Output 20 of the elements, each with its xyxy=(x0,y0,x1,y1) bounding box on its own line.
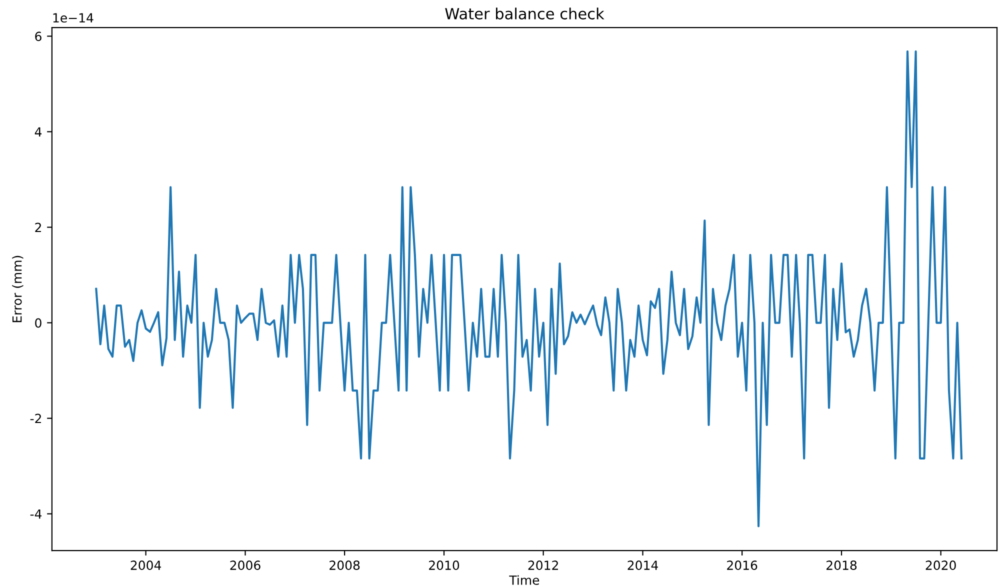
line-series xyxy=(95,50,963,528)
y-tick-label: -4 xyxy=(30,509,42,519)
x-tick-label: 2004 xyxy=(130,560,162,570)
x-tick-label: 2018 xyxy=(826,560,857,570)
x-tick-label: 2008 xyxy=(330,560,360,570)
y-tick-label: 4 xyxy=(34,127,42,136)
y-tick-label: 0 xyxy=(35,318,42,328)
x-tick-label: 2014 xyxy=(628,560,658,570)
text: 1e−14 xyxy=(53,13,94,23)
y-tick-label: 2 xyxy=(35,222,41,232)
y-tick-label: 6 xyxy=(35,32,42,42)
x-tick-label: 2006 xyxy=(230,560,260,570)
chart-title: Water balance check xyxy=(445,8,604,20)
y-axis-title: Error (mm) xyxy=(12,256,24,322)
x-tick-label: 2016 xyxy=(727,560,758,570)
x-tick-label: 2010 xyxy=(429,560,460,570)
x-tick-label: 2020 xyxy=(926,560,956,570)
x-axis-title: Time xyxy=(509,575,540,585)
y-tick-label: -2 xyxy=(30,414,41,424)
x-tick-label: 2012 xyxy=(528,560,558,570)
